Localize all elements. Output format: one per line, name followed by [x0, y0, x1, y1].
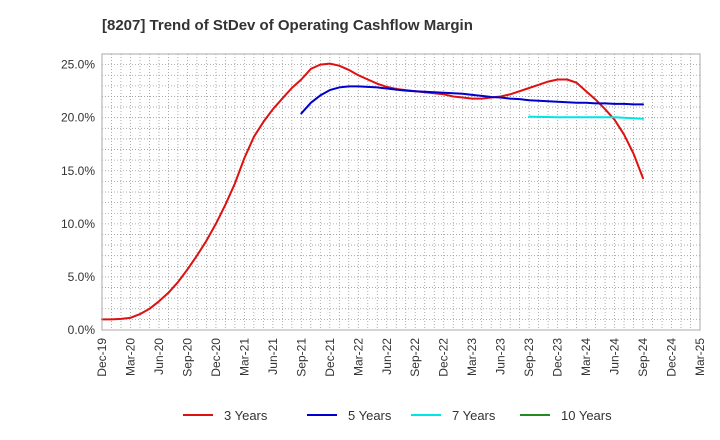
x-tick-label: Jun-23	[494, 338, 508, 375]
x-tick-label: Mar-21	[237, 338, 251, 376]
legend-label: 5 Years	[348, 408, 392, 423]
x-tick-label: Jun-21	[266, 338, 280, 375]
x-tick-label: Sep-23	[522, 338, 536, 377]
x-tick-label: Mar-22	[351, 338, 365, 376]
y-tick-label: 10.0%	[61, 217, 95, 231]
x-tick-label: Jun-22	[380, 338, 394, 375]
x-axis-ticks: Dec-19 Mar-20 Jun-20 Sep-20 Dec-20 Mar-21 Jun-…	[95, 338, 707, 377]
legend: 3 Years 5 Years 7 Years 10 Years	[183, 408, 612, 423]
y-axis-ticks: 0.0% 5.0% 10.0% 15.0% 20.0% 25.0%	[61, 58, 95, 337]
x-tick-label: Mar-25	[693, 338, 707, 376]
series-line-5-years	[300, 85, 644, 115]
x-tick-label: Dec-19	[95, 338, 109, 377]
x-tick-label: Jun-20	[152, 338, 166, 375]
x-tick-label: Sep-24	[636, 338, 650, 377]
chart-title: [8207] Trend of StDev of Operating Cashf…	[102, 17, 473, 34]
x-tick-label: Sep-22	[408, 338, 422, 377]
x-tick-label: Dec-24	[665, 338, 679, 377]
x-tick-label: Mar-24	[579, 338, 593, 376]
series-line-7-years	[528, 115, 644, 120]
x-tick-label: Sep-20	[180, 338, 194, 377]
x-tick-label: Dec-21	[323, 338, 337, 377]
y-tick-label: 5.0%	[68, 270, 96, 284]
x-tick-label: Dec-20	[209, 338, 223, 377]
legend-label: 3 Years	[224, 408, 268, 423]
x-tick-label: Dec-23	[551, 338, 565, 377]
y-tick-label: 20.0%	[61, 111, 95, 125]
y-tick-label: 15.0%	[61, 164, 95, 178]
series-lines	[101, 62, 644, 321]
series-line-3-years	[101, 62, 644, 321]
x-tick-label: Mar-23	[465, 338, 479, 376]
legend-label: 7 Years	[452, 408, 496, 423]
legend-label: 10 Years	[561, 408, 612, 423]
x-tick-label: Mar-20	[123, 338, 137, 376]
x-tick-label: Jun-24	[608, 338, 622, 375]
plot-frame	[101, 53, 701, 331]
x-tick-label: Dec-22	[437, 338, 451, 377]
y-tick-label: 25.0%	[61, 58, 95, 72]
grid	[101, 53, 701, 331]
x-tick-label: Sep-21	[294, 338, 308, 377]
y-tick-label: 0.0%	[68, 323, 96, 337]
